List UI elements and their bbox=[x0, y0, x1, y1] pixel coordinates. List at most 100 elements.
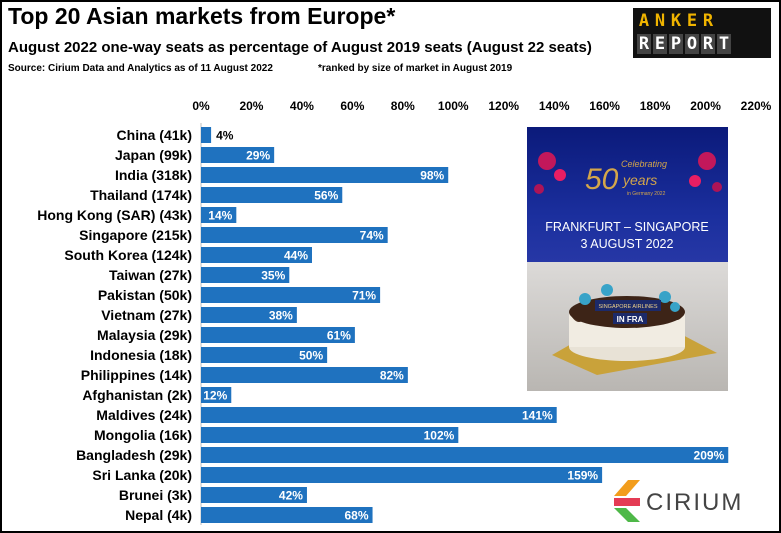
celebrating-text: Celebrating bbox=[621, 159, 667, 169]
bar bbox=[201, 367, 408, 383]
category-label: Maldives (24k) bbox=[96, 407, 192, 423]
logo-letter: O bbox=[685, 34, 699, 54]
logo-letter: R bbox=[637, 34, 651, 54]
x-tick-label: 120% bbox=[488, 99, 519, 113]
logo-letter: E bbox=[653, 34, 667, 54]
logo-letter: T bbox=[717, 34, 731, 54]
category-label: South Korea (124k) bbox=[64, 247, 192, 263]
category-label: Pakistan (50k) bbox=[98, 287, 192, 303]
logo-letter: R bbox=[701, 34, 715, 54]
category-labels: China (41k) Japan (99k) India (318k) Thaila… bbox=[37, 127, 192, 523]
category-label: Vietnam (27k) bbox=[101, 307, 192, 323]
category-label: Bangladesh (29k) bbox=[76, 447, 192, 463]
bar bbox=[201, 487, 307, 503]
cake-label-2: IN FRA bbox=[617, 315, 644, 324]
data-label: 44% bbox=[284, 249, 308, 263]
cirium-mark-red bbox=[614, 498, 640, 506]
category-label: Sri Lanka (20k) bbox=[92, 467, 192, 483]
bar bbox=[201, 227, 388, 243]
germany-text: in Germany 2022 bbox=[627, 191, 666, 197]
bar bbox=[201, 447, 729, 463]
x-tick-label: 140% bbox=[539, 99, 570, 113]
logo-letter: A bbox=[638, 11, 650, 31]
category-label: Brunei (3k) bbox=[119, 487, 192, 503]
bar bbox=[201, 147, 275, 163]
data-label: 68% bbox=[345, 509, 369, 523]
data-label: 50% bbox=[299, 349, 323, 363]
x-tick-label: 0% bbox=[192, 99, 210, 113]
x-tick-label: 160% bbox=[589, 99, 620, 113]
date-text: 3 AUGUST 2022 bbox=[581, 237, 674, 251]
category-label: Singapore (215k) bbox=[79, 227, 192, 243]
bar bbox=[201, 247, 312, 263]
x-tick-label: 200% bbox=[690, 99, 721, 113]
data-label: 38% bbox=[269, 309, 293, 323]
bar bbox=[201, 407, 557, 423]
logo-letter: N bbox=[654, 11, 666, 31]
fifty-text: 50 bbox=[585, 163, 619, 196]
logo-letter: P bbox=[669, 34, 683, 54]
data-label: 71% bbox=[352, 289, 376, 303]
bar bbox=[201, 127, 212, 143]
bar bbox=[201, 467, 603, 483]
category-label: Hong Kong (SAR) (43k) bbox=[37, 207, 192, 223]
category-label: China (41k) bbox=[117, 127, 192, 143]
data-label: 141% bbox=[522, 409, 553, 423]
data-label: 61% bbox=[327, 329, 351, 343]
cirium-mark-orange bbox=[614, 480, 640, 496]
chart-title: Top 20 Asian markets from Europe* bbox=[8, 3, 396, 29]
bar bbox=[201, 347, 328, 363]
x-axis-ticks: 0% 20% 40% 60% 80% 100% 120% 140% 160% 180% 200% 22… bbox=[192, 99, 771, 113]
category-label: India (318k) bbox=[115, 167, 192, 183]
event-photo: 50 Celebrating years in Germany 2022 FRA… bbox=[527, 127, 728, 391]
bar bbox=[201, 327, 355, 343]
source-note: Source: Cirium Data and Analytics as of … bbox=[8, 63, 273, 74]
data-label: 35% bbox=[261, 269, 285, 283]
cake-label-1: SINGAPORE AIRLINES bbox=[599, 304, 658, 310]
logo-letter: E bbox=[686, 11, 698, 31]
bar bbox=[201, 507, 373, 523]
data-label: 14% bbox=[208, 209, 232, 223]
category-label: Philippines (14k) bbox=[81, 367, 192, 383]
data-label: 29% bbox=[246, 149, 270, 163]
chart-subtitle: August 2022 one-way seats as percentage … bbox=[8, 39, 592, 56]
x-tick-label: 220% bbox=[741, 99, 772, 113]
bar bbox=[201, 207, 237, 223]
category-label: Japan (99k) bbox=[115, 147, 192, 163]
ranking-note: *ranked by size of market in August 2019 bbox=[318, 63, 513, 74]
x-tick-label: 180% bbox=[640, 99, 671, 113]
years-text: years bbox=[622, 172, 657, 188]
bars bbox=[201, 127, 729, 523]
bar bbox=[201, 167, 449, 183]
route-text: FRANKFURT – SINGAPORE bbox=[545, 220, 708, 234]
category-label: Nepal (4k) bbox=[125, 507, 192, 523]
cirium-wordmark: CIRIUM bbox=[646, 489, 743, 516]
cirium-mark-green bbox=[614, 508, 640, 522]
category-label: Indonesia (18k) bbox=[90, 347, 192, 363]
x-tick-label: 100% bbox=[438, 99, 469, 113]
category-label: Malaysia (29k) bbox=[97, 327, 192, 343]
cirium-logo: CIRIUM bbox=[610, 476, 750, 524]
logo-letter: K bbox=[670, 11, 682, 31]
data-label: 56% bbox=[314, 189, 338, 203]
data-labels: 4% 29% 98% 56% 14% 74% 44% 35% 71% 38% 61% 50% 82% 12… bbox=[203, 129, 724, 523]
bar bbox=[201, 307, 297, 323]
category-label: Taiwan (27k) bbox=[109, 267, 192, 283]
x-tick-label: 80% bbox=[391, 99, 415, 113]
data-label: 12% bbox=[203, 389, 227, 403]
data-label: 42% bbox=[279, 489, 303, 503]
data-label: 209% bbox=[694, 449, 725, 463]
bar bbox=[201, 187, 343, 203]
bar bbox=[201, 267, 290, 283]
x-tick-label: 40% bbox=[290, 99, 314, 113]
data-label: 4% bbox=[216, 129, 234, 143]
data-label: 159% bbox=[567, 469, 598, 483]
category-label: Afghanistan (2k) bbox=[82, 387, 192, 403]
category-label: Thailand (174k) bbox=[90, 187, 192, 203]
category-label: Mongolia (16k) bbox=[94, 427, 192, 443]
data-label: 98% bbox=[420, 169, 444, 183]
